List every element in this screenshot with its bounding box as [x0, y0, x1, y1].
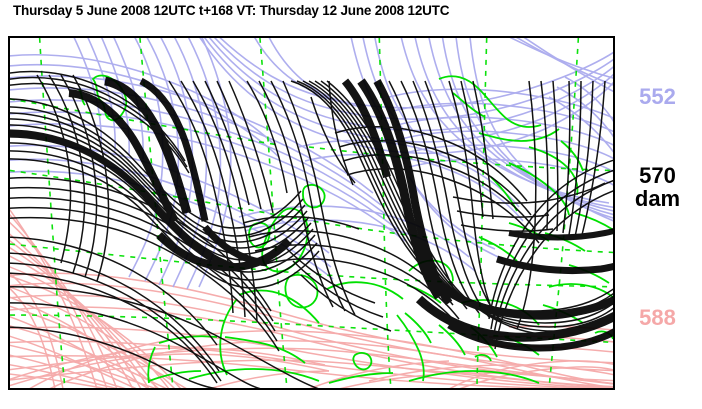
legend-item-570: 570 dam: [613, 164, 702, 210]
contour-group-570: [9, 70, 614, 389]
legend-item-552: 552: [639, 84, 676, 109]
page-title: Thursday 5 June 2008 12UTC t+168 VT: Thu…: [13, 3, 450, 18]
plot-frame: [8, 36, 615, 390]
legend-item-unit: dam: [634, 186, 681, 212]
graticule: [9, 37, 614, 389]
spaghetti-plot: [9, 37, 614, 389]
plot-border: [9, 37, 614, 389]
legend: 552 570 dam 588: [613, 36, 702, 388]
legend-item-588: 588: [639, 305, 676, 330]
legend-item-570-value: 570: [639, 163, 676, 188]
